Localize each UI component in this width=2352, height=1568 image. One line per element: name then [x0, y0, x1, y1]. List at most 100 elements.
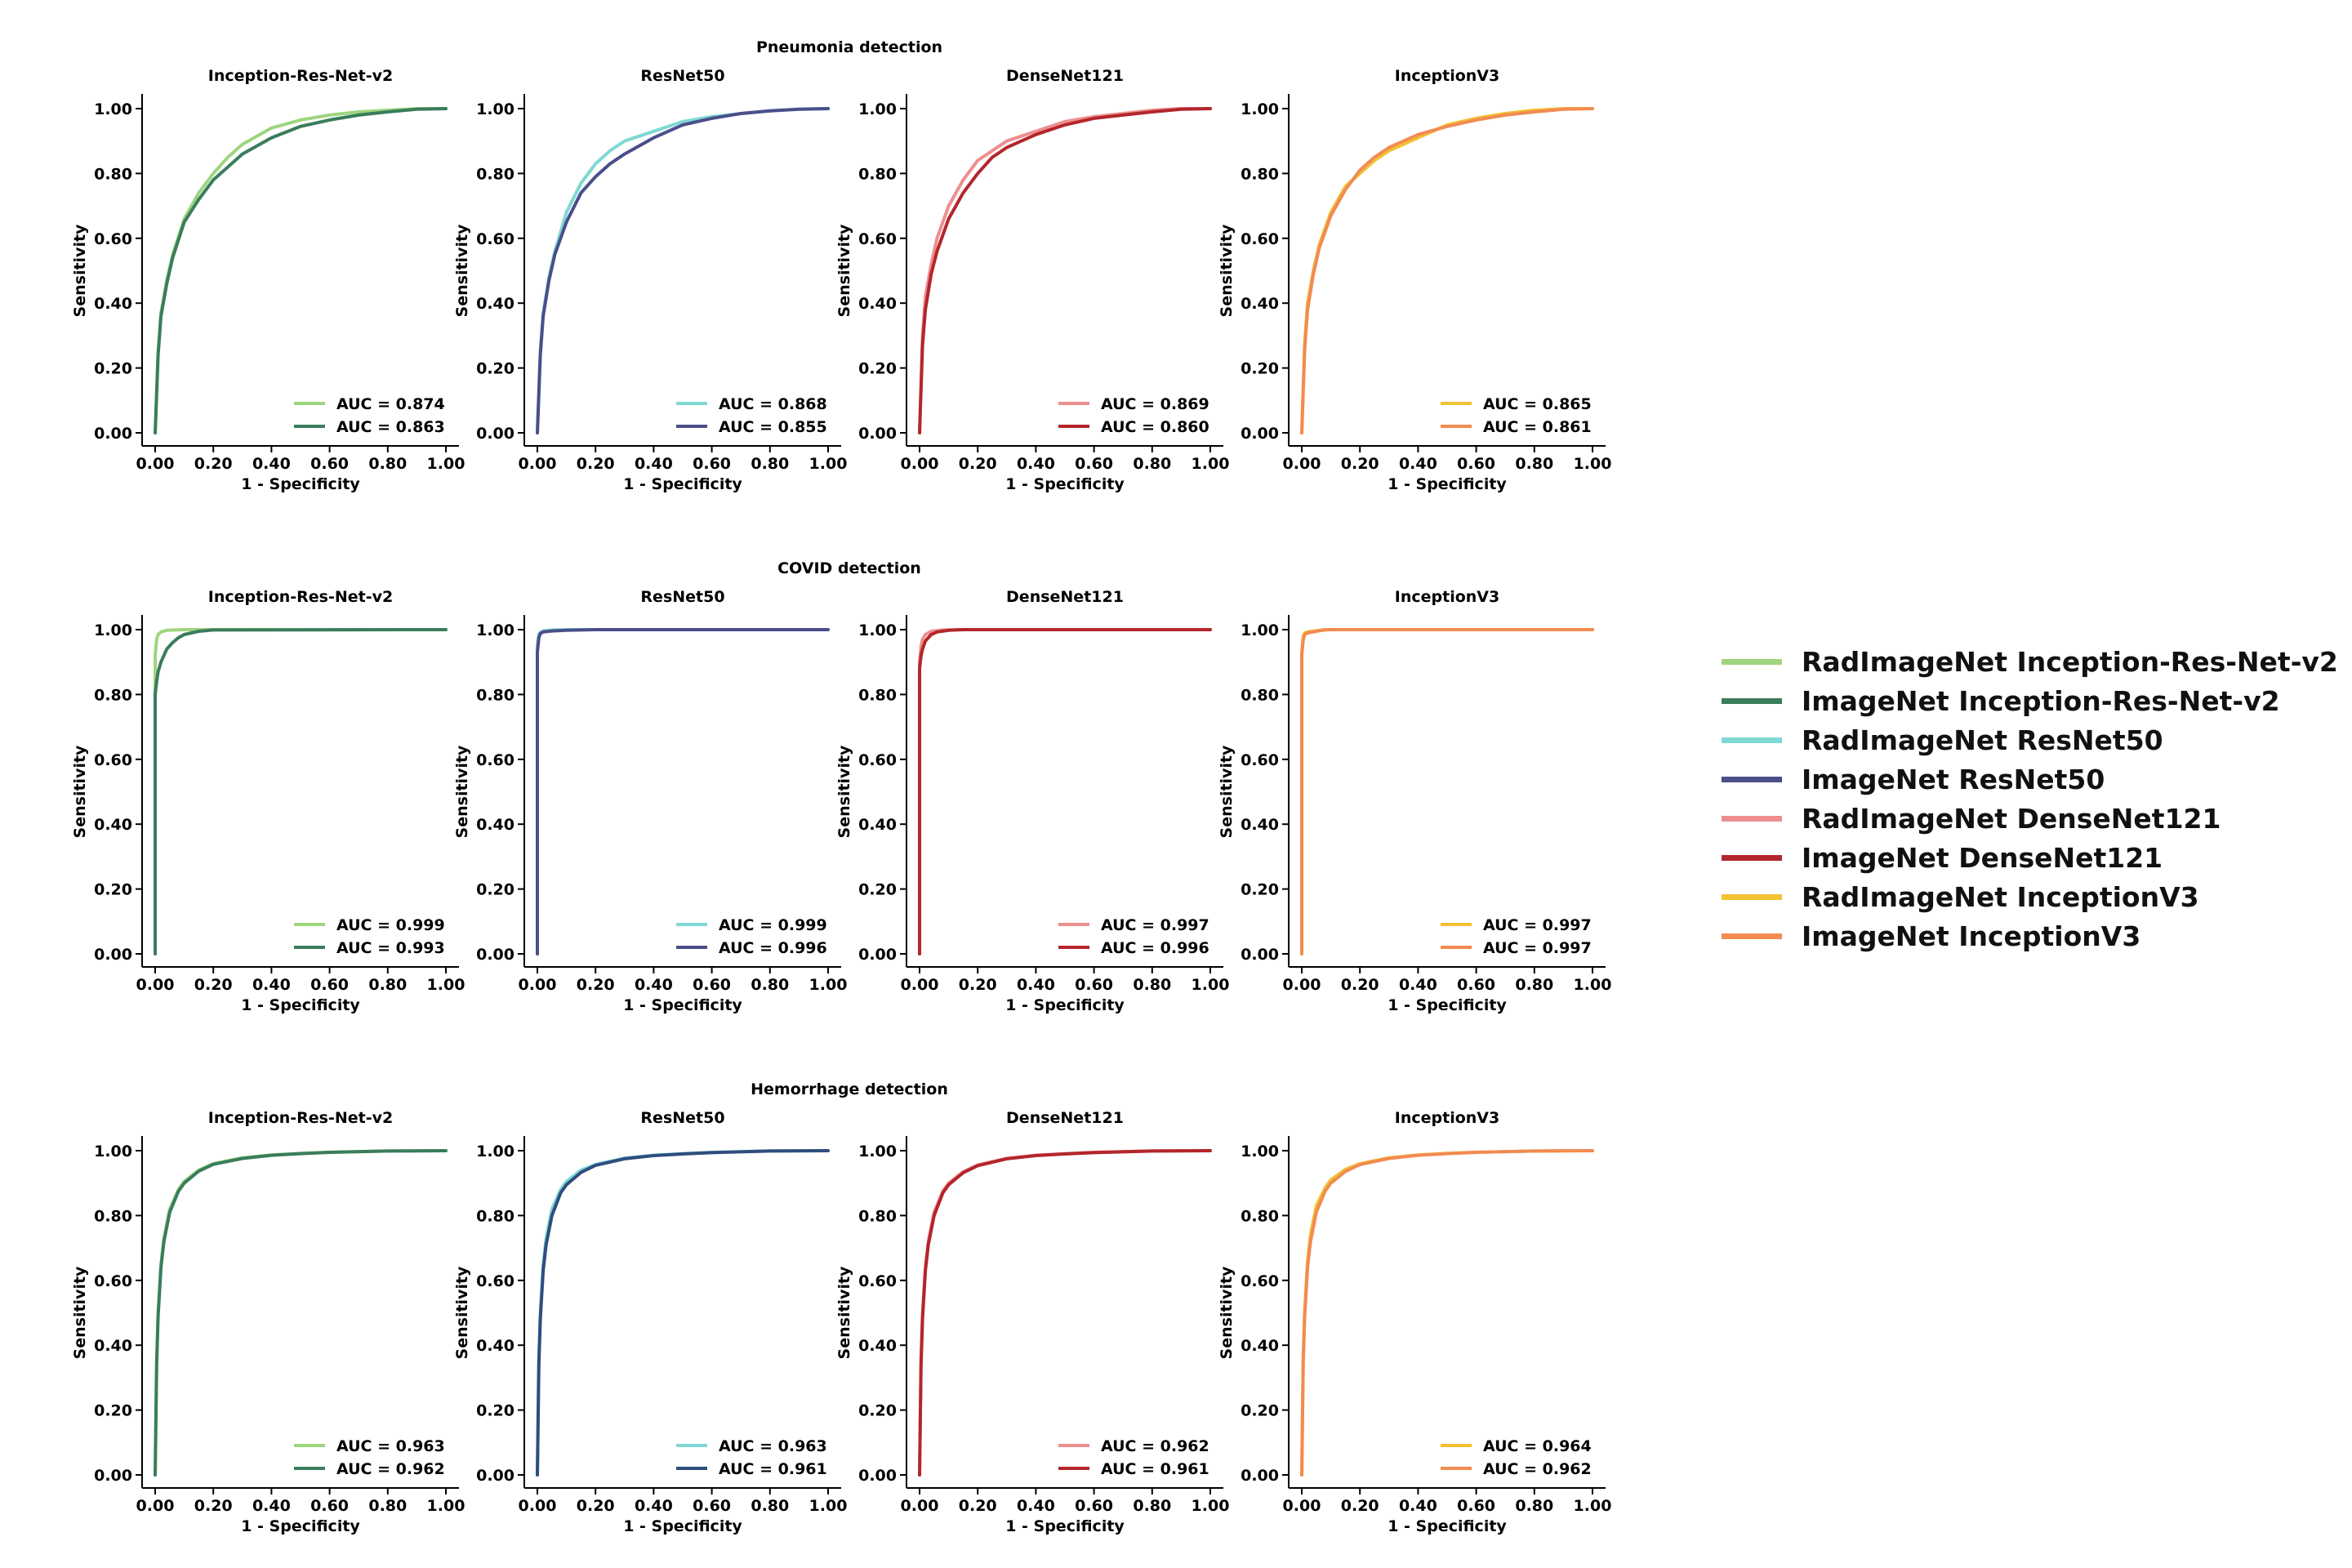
x-tick-label: 0.00 — [519, 976, 557, 994]
x-axis-label: 1 - Specificity — [623, 1517, 742, 1535]
y-tick-label: 0.40 — [858, 816, 897, 834]
x-tick-label: 0.60 — [310, 976, 349, 994]
x-tick-label: 0.40 — [252, 1497, 291, 1515]
x-tick-label: 0.60 — [1075, 1497, 1113, 1515]
x-axis-label: 1 - Specificity — [1388, 1517, 1507, 1535]
x-tick-label: 0.40 — [1399, 455, 1437, 473]
y-tick-label: 0.40 — [94, 295, 132, 313]
y-tick-label: 0.40 — [1241, 1337, 1279, 1355]
x-axis-label: 1 - Specificity — [1005, 475, 1125, 493]
auc-label: AUC = 0.869 — [1101, 395, 1209, 413]
x-axis-label: 1 - Specificity — [241, 996, 360, 1014]
auc-label: AUC = 0.997 — [1483, 939, 1592, 957]
legend-swatch — [1722, 854, 1782, 861]
x-tick-label: 1.00 — [1192, 976, 1230, 994]
x-tick-label: 1.00 — [809, 976, 848, 994]
legend-swatch — [1722, 893, 1782, 900]
auc-label: AUC = 0.860 — [1101, 418, 1209, 436]
y-tick-label: 0.60 — [476, 751, 514, 769]
y-tick-label: 0.20 — [476, 1402, 514, 1420]
y-tick-label: 1.00 — [476, 100, 514, 118]
x-tick-label: 1.00 — [809, 455, 848, 473]
y-tick-label: 1.00 — [1241, 1143, 1279, 1160]
auc-label: AUC = 0.962 — [1483, 1460, 1592, 1478]
roc-curve — [918, 1149, 1212, 1477]
y-tick-label: 0.60 — [94, 1272, 132, 1290]
x-tick-label: 0.20 — [959, 455, 997, 473]
x-tick-label: 0.20 — [1341, 976, 1379, 994]
auc-label: AUC = 0.865 — [1483, 395, 1592, 413]
roc-curve — [154, 107, 448, 434]
roc-curve — [1300, 107, 1594, 434]
x-tick-label: 0.20 — [194, 1497, 233, 1515]
x-tick-label: 0.80 — [751, 1497, 789, 1515]
x-tick-label: 0.80 — [751, 976, 789, 994]
y-tick-label: 0.60 — [476, 230, 514, 248]
x-tick-label: 0.60 — [1075, 455, 1113, 473]
y-tick-label: 0.20 — [476, 360, 514, 378]
x-tick-label: 0.00 — [1283, 455, 1321, 473]
y-tick-label: 0.00 — [858, 425, 897, 443]
x-axis-label: 1 - Specificity — [1005, 996, 1125, 1014]
x-tick-label: 0.20 — [1341, 455, 1379, 473]
x-tick-label: 1.00 — [427, 1497, 466, 1515]
y-tick-label: 0.60 — [858, 1272, 897, 1290]
y-tick-label: 0.40 — [858, 295, 897, 313]
y-tick-label: 0.40 — [94, 816, 132, 834]
auc-label: AUC = 0.999 — [719, 916, 827, 934]
roc-curve — [536, 107, 830, 434]
x-axis-label: 1 - Specificity — [1005, 1517, 1125, 1535]
auc-label: AUC = 0.963 — [719, 1437, 827, 1455]
roc-curve — [536, 107, 830, 434]
y-tick-label: 0.40 — [94, 1337, 132, 1355]
x-tick-label: 1.00 — [1192, 1497, 1230, 1515]
y-tick-label: 0.00 — [476, 425, 514, 443]
x-tick-label: 0.40 — [1399, 1497, 1437, 1515]
panel-title: Inception-Res-Net-v2 — [208, 67, 393, 85]
y-tick-label: 0.60 — [858, 230, 897, 248]
y-axis-label: Sensitivity — [71, 745, 89, 838]
y-axis-label: Sensitivity — [453, 745, 471, 838]
y-tick-label: 0.80 — [94, 686, 132, 704]
x-tick-label: 0.00 — [901, 1497, 939, 1515]
y-tick-label: 0.20 — [1241, 1402, 1279, 1420]
y-tick-label: 1.00 — [476, 621, 514, 639]
legend-item: RadImageNet ResNet50 — [1722, 720, 2338, 760]
y-tick-label: 1.00 — [1241, 621, 1279, 639]
y-axis-label: Sensitivity — [71, 224, 89, 317]
y-tick-label: 0.20 — [858, 1402, 897, 1420]
y-tick-label: 0.20 — [94, 1402, 132, 1420]
y-tick-label: 1.00 — [858, 1143, 897, 1160]
y-tick-label: 0.40 — [476, 816, 514, 834]
x-tick-label: 0.20 — [1341, 1497, 1379, 1515]
auc-label: AUC = 0.999 — [336, 916, 445, 934]
row-title: Hemorrhage detection — [751, 1080, 948, 1098]
x-tick-label: 0.80 — [1515, 976, 1553, 994]
y-tick-label: 1.00 — [858, 100, 897, 118]
roc-curve — [154, 628, 448, 956]
y-axis-label: Sensitivity — [835, 745, 853, 838]
auc-label: AUC = 0.961 — [1101, 1460, 1209, 1478]
y-tick-label: 0.20 — [1241, 881, 1279, 899]
y-tick-label: 0.80 — [1241, 165, 1279, 183]
y-tick-label: 0.20 — [858, 881, 897, 899]
y-axis-label: Sensitivity — [1218, 745, 1236, 838]
x-tick-label: 0.60 — [693, 455, 731, 473]
x-tick-label: 0.60 — [1075, 976, 1113, 994]
x-tick-label: 0.40 — [1017, 1497, 1055, 1515]
auc-label: AUC = 0.863 — [336, 418, 445, 436]
legend-item: ImageNet DenseNet121 — [1722, 838, 2338, 877]
y-tick-label: 0.60 — [1241, 751, 1279, 769]
y-tick-label: 0.00 — [1241, 1467, 1279, 1485]
x-tick-label: 0.20 — [194, 455, 233, 473]
legend-swatch — [1722, 815, 1782, 822]
y-tick-label: 0.20 — [94, 881, 132, 899]
x-tick-label: 0.40 — [1017, 455, 1055, 473]
x-tick-label: 0.80 — [1133, 1497, 1171, 1515]
y-tick-label: 0.80 — [1241, 1207, 1279, 1225]
y-tick-label: 0.60 — [1241, 230, 1279, 248]
x-tick-label: 0.40 — [635, 1497, 673, 1515]
auc-label: AUC = 0.962 — [336, 1460, 445, 1478]
x-axis-label: 1 - Specificity — [623, 475, 742, 493]
x-tick-label: 0.20 — [959, 1497, 997, 1515]
